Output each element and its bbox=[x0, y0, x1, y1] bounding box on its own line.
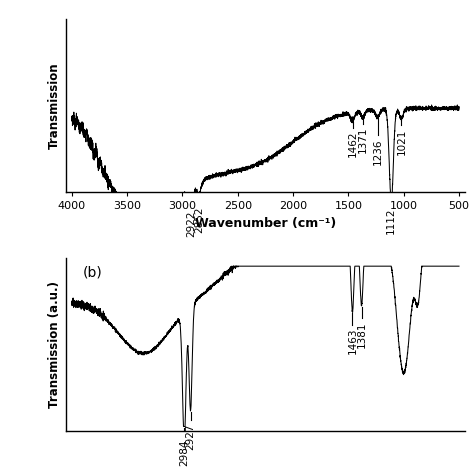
Text: 1381: 1381 bbox=[356, 322, 366, 348]
Text: 1236: 1236 bbox=[373, 138, 383, 165]
Text: 2852: 2852 bbox=[194, 207, 204, 233]
Text: 1463: 1463 bbox=[347, 328, 357, 355]
Text: 1021: 1021 bbox=[396, 128, 406, 155]
Text: 1462: 1462 bbox=[347, 131, 357, 157]
Text: 2984: 2984 bbox=[179, 439, 189, 466]
Text: 2922: 2922 bbox=[186, 211, 196, 237]
Y-axis label: Transmission (a.u.): Transmission (a.u.) bbox=[48, 281, 61, 408]
Text: 1371: 1371 bbox=[358, 127, 368, 154]
Y-axis label: Transmission: Transmission bbox=[48, 62, 61, 149]
Text: (b): (b) bbox=[82, 265, 102, 279]
X-axis label: Wavenumber (cm⁻¹): Wavenumber (cm⁻¹) bbox=[195, 217, 336, 230]
Text: 1112: 1112 bbox=[386, 207, 396, 234]
Text: 2927: 2927 bbox=[185, 423, 196, 450]
